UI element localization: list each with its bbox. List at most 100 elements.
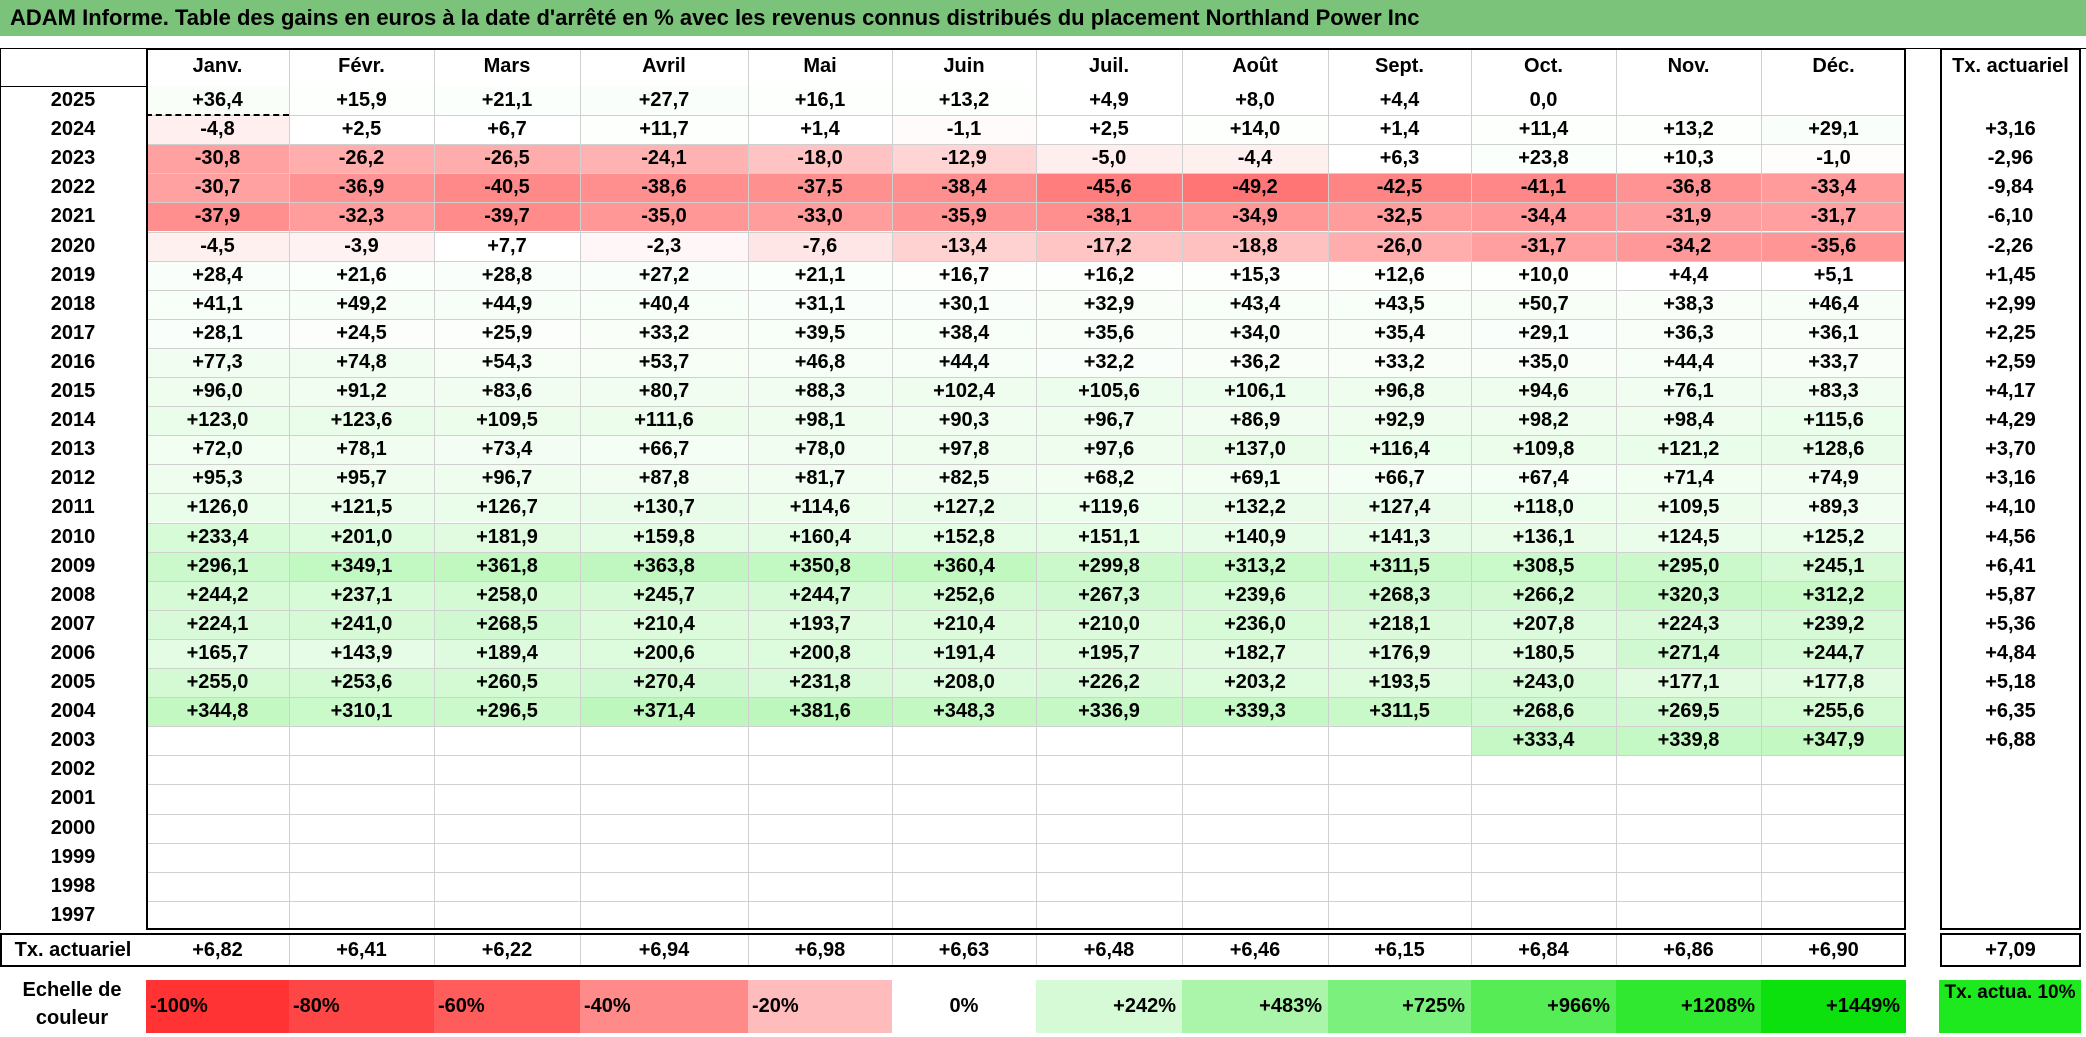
heatmap-cell xyxy=(146,784,289,814)
heatmap-cell: +189,4 xyxy=(434,638,580,668)
heatmap-cell xyxy=(289,842,434,872)
year-label: 2011 xyxy=(51,496,95,519)
heatmap-cell: +118,0 xyxy=(1471,493,1616,523)
annual-rate-cell: -9,84 xyxy=(1987,176,2034,199)
heatmap-cell: +76,1 xyxy=(1616,377,1761,407)
year-label: 2000 xyxy=(50,816,96,839)
heatmap-cell: +77,3 xyxy=(146,347,289,377)
heatmap-cell: +91,2 xyxy=(289,377,434,407)
heatmap-cell: +271,4 xyxy=(1616,638,1761,668)
heatmap-cell: +268,3 xyxy=(1328,580,1471,610)
heatmap-cell: +203,2 xyxy=(1182,668,1328,698)
heatmap-cell xyxy=(146,842,289,872)
heatmap-cell: -32,3 xyxy=(289,202,434,232)
column-header: Juin xyxy=(943,54,985,77)
heatmap-cell: +244,7 xyxy=(1761,638,1906,668)
footer-rate-cell: +6,94 xyxy=(638,938,690,961)
footer-label: Tx. actuariel xyxy=(14,938,132,961)
heatmap-cell: +143,9 xyxy=(289,638,434,668)
heatmap-cell xyxy=(892,755,1036,785)
heatmap-cell: -12,9 xyxy=(892,144,1036,174)
heatmap-cell: +114,6 xyxy=(748,493,892,523)
heatmap-cell: +66,7 xyxy=(580,435,748,465)
annual-rate-cell: +4,10 xyxy=(1985,496,2036,519)
heatmap-cell: +224,1 xyxy=(146,609,289,639)
heatmap-cell xyxy=(289,900,434,930)
heatmap-cell: +16,7 xyxy=(892,260,1036,290)
column-gridline xyxy=(580,48,581,930)
heatmap-cell: +295,0 xyxy=(1616,551,1761,581)
heatmap-cell: +296,1 xyxy=(146,551,289,581)
column-gridline xyxy=(1036,933,1037,967)
heatmap-cell: +2,5 xyxy=(1036,115,1182,145)
footer-rate-cell: +6,46 xyxy=(1229,938,1281,961)
heatmap-cell: +193,5 xyxy=(1328,668,1471,698)
heatmap-cell xyxy=(1761,871,1906,901)
column-gridline xyxy=(1761,933,1762,967)
column-gridline xyxy=(1036,48,1037,930)
heatmap-cell: +347,9 xyxy=(1761,726,1906,756)
color-scale-swatch: +1449% xyxy=(1761,980,1906,1033)
column-gridline xyxy=(434,48,435,930)
heatmap-cell xyxy=(1036,784,1182,814)
heatmap-cell: +106,1 xyxy=(1182,377,1328,407)
column-gridline xyxy=(1471,48,1472,930)
heatmap-cell: +15,9 xyxy=(289,86,434,116)
heatmap-cell: -1,1 xyxy=(892,115,1036,145)
heatmap-cell: -41,1 xyxy=(1471,173,1616,203)
heatmap-cell: +96,0 xyxy=(146,377,289,407)
year-label: 2013 xyxy=(50,438,96,461)
heatmap-cell xyxy=(748,871,892,901)
year-label: 2007 xyxy=(50,612,96,635)
heatmap-cell: +125,2 xyxy=(1761,522,1906,552)
row-gridline xyxy=(146,231,1906,233)
heatmap-cell: +67,4 xyxy=(1471,464,1616,494)
heatmap-cell: +54,3 xyxy=(434,347,580,377)
row-gridline xyxy=(146,668,1906,669)
footer-rate-cell: +6,84 xyxy=(1518,938,1569,961)
footer-rate-cell: +6,82 xyxy=(192,938,243,961)
heatmap-cell xyxy=(892,813,1036,843)
heatmap-cell: +30,1 xyxy=(892,289,1036,319)
heatmap-cell: -38,4 xyxy=(892,173,1036,203)
heatmap-cell: +69,1 xyxy=(1182,464,1328,494)
annual-rate-cell: +5,36 xyxy=(1985,612,2036,635)
heatmap-cell xyxy=(1471,755,1616,785)
heatmap-cell: +2,5 xyxy=(289,115,434,145)
heatmap-cell: +137,0 xyxy=(1182,435,1328,465)
heatmap-cell: +180,5 xyxy=(1471,638,1616,668)
year-label: 2019 xyxy=(50,263,96,286)
heatmap-cell: +268,5 xyxy=(434,609,580,639)
color-scale-swatch: +1208% xyxy=(1616,980,1761,1033)
heatmap-cell: +72,0 xyxy=(146,435,289,465)
row-gridline xyxy=(146,377,1906,378)
annual-rate-cell: +2,99 xyxy=(1985,292,2036,315)
heatmap-cell xyxy=(1036,871,1182,901)
heatmap-cell: -34,2 xyxy=(1616,231,1761,261)
heatmap-cell: +239,6 xyxy=(1182,580,1328,610)
heatmap-cell xyxy=(146,726,289,756)
heatmap-cell: +80,7 xyxy=(580,377,748,407)
annual-rate-cell: +3,70 xyxy=(1985,438,2036,461)
heatmap-cell: -24,1 xyxy=(580,144,748,174)
row-gridline xyxy=(146,580,1906,582)
heatmap-cell: +98,2 xyxy=(1471,406,1616,436)
column-gridline xyxy=(1761,48,1762,930)
heatmap-cell: +98,1 xyxy=(748,406,892,436)
heatmap-cell: +339,3 xyxy=(1182,697,1328,727)
annual-rate-cell: -6,10 xyxy=(1987,205,2034,228)
heatmap-cell: +123,6 xyxy=(289,406,434,436)
footer-rate-cell: +6,22 xyxy=(481,938,533,961)
heatmap-cell: +361,8 xyxy=(434,551,580,581)
row-separator xyxy=(0,86,146,87)
year-label: 1998 xyxy=(50,874,96,897)
heatmap-cell: +269,5 xyxy=(1616,697,1761,727)
heatmap-cell: +90,3 xyxy=(892,406,1036,436)
footer-rate-cell: +6,90 xyxy=(1808,938,1859,961)
heatmap-cell: +4,9 xyxy=(1036,86,1182,116)
heatmap-cell: +46,8 xyxy=(748,347,892,377)
heatmap-cell: +270,4 xyxy=(580,668,748,698)
row-gridline xyxy=(146,260,1906,262)
heatmap-cell xyxy=(892,900,1036,930)
heatmap-cell: -2,3 xyxy=(580,231,748,261)
